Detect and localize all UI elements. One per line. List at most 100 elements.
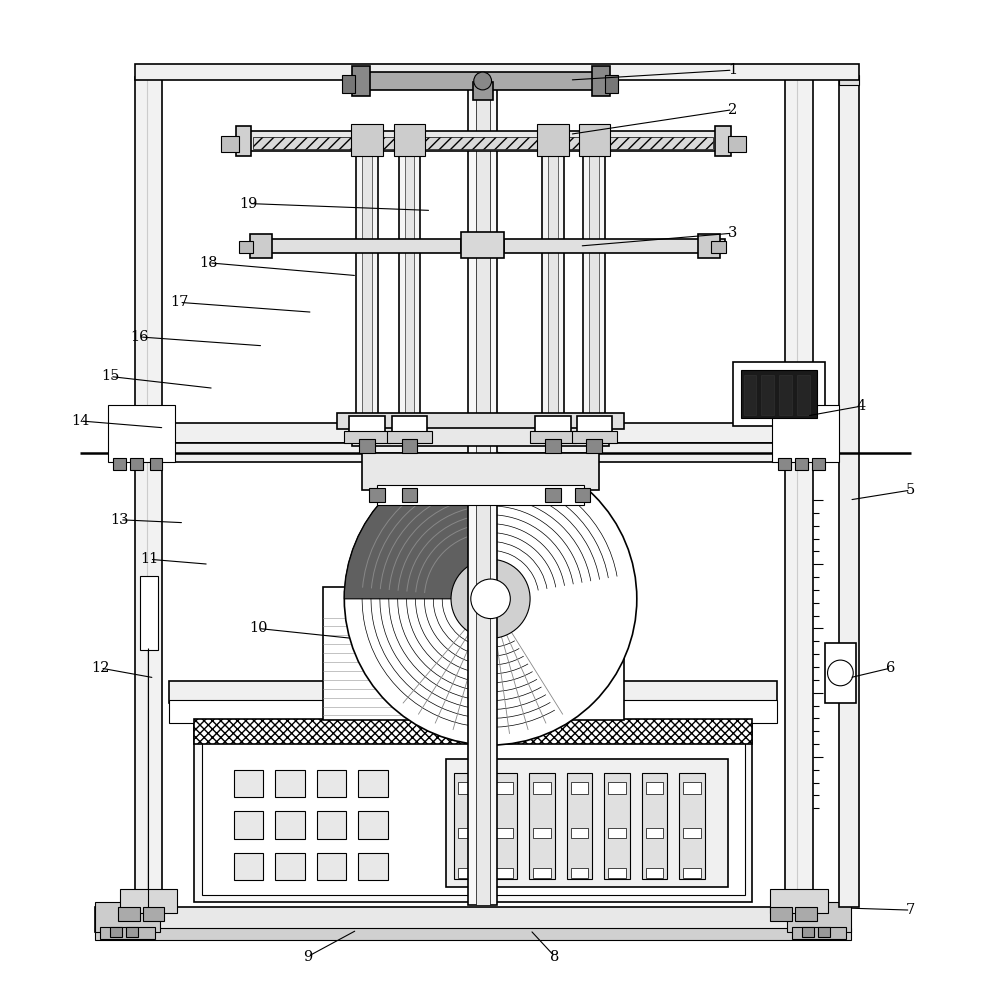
Bar <box>135 77 163 907</box>
Bar <box>115 411 169 456</box>
Bar <box>202 714 744 895</box>
Bar <box>548 128 558 423</box>
Bar <box>732 362 825 426</box>
Bar <box>458 868 476 878</box>
Bar <box>239 241 254 253</box>
Bar <box>787 902 851 932</box>
Bar <box>575 488 591 502</box>
Bar <box>571 868 589 878</box>
Text: 18: 18 <box>199 256 218 270</box>
Bar <box>143 907 165 921</box>
Bar <box>169 681 777 703</box>
Bar <box>317 853 346 880</box>
Bar <box>269 239 461 253</box>
Bar <box>194 707 752 902</box>
Bar <box>473 82 493 100</box>
Bar <box>234 811 264 839</box>
Bar <box>797 375 810 415</box>
Bar <box>537 124 569 156</box>
Bar <box>839 77 859 907</box>
Bar <box>646 828 664 838</box>
Text: 14: 14 <box>71 414 89 428</box>
Bar <box>391 416 427 436</box>
Bar <box>135 64 859 80</box>
Bar <box>770 889 827 913</box>
Text: 4: 4 <box>856 399 866 413</box>
Bar <box>711 241 725 253</box>
Bar <box>535 416 571 436</box>
Bar <box>533 868 551 878</box>
Bar <box>590 128 600 423</box>
Bar <box>492 773 517 879</box>
Bar <box>401 439 417 453</box>
Bar <box>571 782 589 794</box>
Bar <box>401 488 417 502</box>
Bar <box>362 72 600 90</box>
Bar <box>545 488 561 502</box>
Bar <box>458 828 476 838</box>
Bar <box>135 443 813 462</box>
Bar <box>352 428 609 446</box>
Bar <box>792 927 846 939</box>
Text: 2: 2 <box>728 103 737 117</box>
Bar <box>646 868 664 878</box>
Bar <box>715 126 730 156</box>
Circle shape <box>451 559 530 638</box>
Bar <box>504 239 724 253</box>
Circle shape <box>474 72 492 90</box>
Bar <box>404 128 414 423</box>
Bar <box>533 782 551 794</box>
Bar <box>608 868 626 878</box>
Bar <box>496 868 513 878</box>
Bar <box>358 853 387 880</box>
Bar <box>529 773 555 879</box>
Bar <box>743 375 756 415</box>
Bar <box>567 773 593 879</box>
Bar <box>386 431 432 443</box>
Text: 6: 6 <box>886 661 896 675</box>
Text: 3: 3 <box>728 226 737 240</box>
Bar <box>533 828 551 838</box>
Text: 15: 15 <box>101 369 119 383</box>
Bar <box>545 439 561 453</box>
Text: 5: 5 <box>906 483 915 497</box>
Bar <box>352 66 370 96</box>
Bar <box>118 907 140 921</box>
Bar <box>587 439 603 453</box>
Text: 12: 12 <box>91 661 109 675</box>
Bar <box>358 770 387 797</box>
Bar <box>342 75 355 93</box>
Bar <box>825 643 856 703</box>
Bar <box>194 719 752 744</box>
Bar <box>446 759 727 887</box>
Bar <box>679 773 705 879</box>
Bar <box>818 927 829 937</box>
Bar <box>496 828 513 838</box>
Text: 19: 19 <box>239 197 258 211</box>
Bar <box>234 770 264 797</box>
Bar <box>605 773 630 879</box>
Bar <box>275 770 305 797</box>
Text: 9: 9 <box>303 950 312 964</box>
Bar <box>317 770 346 797</box>
Bar <box>140 576 158 650</box>
Bar <box>126 927 138 937</box>
Bar <box>236 126 252 156</box>
Bar <box>150 458 163 470</box>
Bar <box>344 431 389 443</box>
Bar <box>398 128 420 423</box>
Bar <box>362 128 372 423</box>
Bar <box>100 927 155 939</box>
Bar <box>95 907 851 932</box>
Bar <box>778 411 832 456</box>
Bar <box>683 782 701 794</box>
Bar <box>795 458 808 470</box>
Bar <box>608 782 626 794</box>
Bar <box>608 828 626 838</box>
Bar <box>530 431 576 443</box>
Bar <box>772 405 839 462</box>
Text: 16: 16 <box>131 330 149 344</box>
Text: 17: 17 <box>170 295 188 309</box>
Bar <box>458 782 476 794</box>
Bar <box>593 66 610 96</box>
